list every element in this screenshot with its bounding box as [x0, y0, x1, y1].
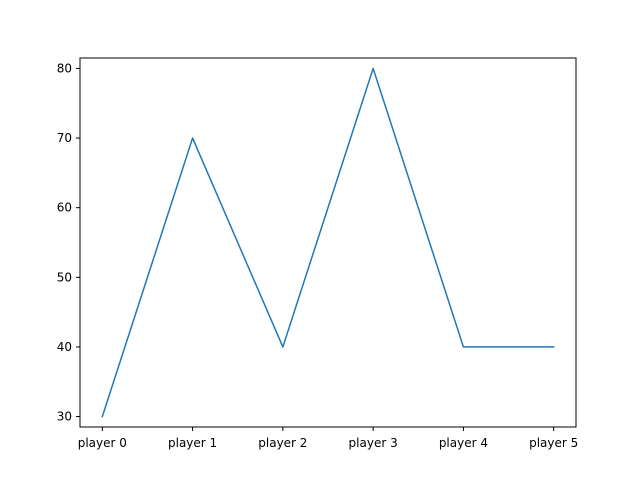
x-tick-label: player 0 [78, 436, 127, 450]
y-tick-label: 70 [57, 131, 72, 145]
x-tick-label: player 4 [439, 436, 488, 450]
x-tick-label: player 1 [168, 436, 217, 450]
y-tick-label: 30 [57, 410, 72, 424]
y-tick-label: 80 [57, 61, 72, 75]
y-axis-ticks: 30 40 50 60 70 80 [57, 61, 80, 424]
y-tick-label: 40 [57, 340, 72, 354]
y-tick-label: 60 [57, 201, 72, 215]
x-tick-label: player 5 [529, 436, 578, 450]
plot-area [80, 58, 576, 427]
y-tick-label: 50 [57, 270, 72, 284]
x-tick-label: player 2 [258, 436, 307, 450]
axes-frame [79, 57, 577, 428]
x-axis-ticks: player 0 player 1 player 2 player 3 player 4… [78, 427, 578, 450]
x-tick-label: player 3 [349, 436, 398, 450]
chart-marks [101, 67, 555, 418]
series-line [101, 67, 555, 418]
